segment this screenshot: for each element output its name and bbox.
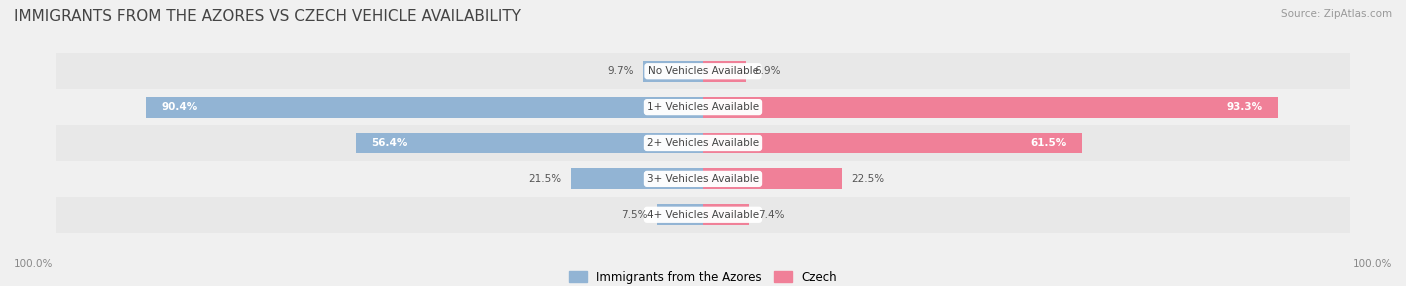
- Text: 22.5%: 22.5%: [851, 174, 884, 184]
- Bar: [356, 133, 703, 153]
- Text: 3+ Vehicles Available: 3+ Vehicles Available: [647, 174, 759, 184]
- Text: 56.4%: 56.4%: [371, 138, 408, 148]
- Text: 1+ Vehicles Available: 1+ Vehicles Available: [647, 102, 759, 112]
- Text: No Vehicles Available: No Vehicles Available: [648, 66, 758, 76]
- Text: IMMIGRANTS FROM THE AZORES VS CZECH VEHICLE AVAILABILITY: IMMIGRANTS FROM THE AZORES VS CZECH VEHI…: [14, 9, 522, 23]
- Bar: [703, 97, 1278, 118]
- Bar: [56, 197, 1350, 233]
- Legend: Immigrants from the Azores, Czech: Immigrants from the Azores, Czech: [569, 271, 837, 283]
- Text: 90.4%: 90.4%: [162, 102, 198, 112]
- Bar: [56, 125, 1350, 161]
- Bar: [657, 204, 703, 225]
- Text: Source: ZipAtlas.com: Source: ZipAtlas.com: [1281, 9, 1392, 19]
- Text: 21.5%: 21.5%: [529, 174, 561, 184]
- Text: 9.7%: 9.7%: [607, 66, 634, 76]
- Bar: [703, 168, 842, 189]
- Text: 6.9%: 6.9%: [755, 66, 782, 76]
- Bar: [56, 161, 1350, 197]
- Bar: [703, 204, 748, 225]
- Bar: [703, 133, 1081, 153]
- Bar: [571, 168, 703, 189]
- Text: 7.4%: 7.4%: [758, 210, 785, 220]
- Text: 61.5%: 61.5%: [1031, 138, 1066, 148]
- Text: 100.0%: 100.0%: [14, 259, 53, 269]
- Text: 93.3%: 93.3%: [1226, 102, 1263, 112]
- Bar: [56, 53, 1350, 89]
- Bar: [703, 61, 745, 82]
- Bar: [146, 97, 703, 118]
- Text: 4+ Vehicles Available: 4+ Vehicles Available: [647, 210, 759, 220]
- Text: 2+ Vehicles Available: 2+ Vehicles Available: [647, 138, 759, 148]
- Bar: [644, 61, 703, 82]
- Text: 100.0%: 100.0%: [1353, 259, 1392, 269]
- Bar: [56, 89, 1350, 125]
- Text: 7.5%: 7.5%: [621, 210, 648, 220]
